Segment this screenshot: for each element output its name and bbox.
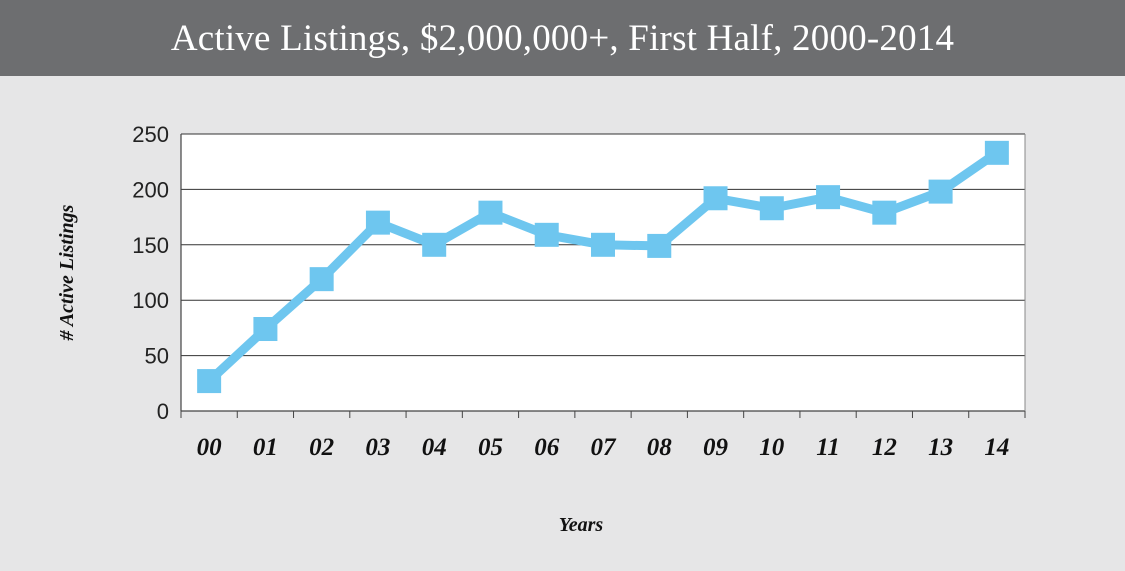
x-tick-label: 05	[478, 434, 503, 461]
x-tick-label: 14	[984, 434, 1009, 461]
chart-title: Active Listings, $2,000,000+, First Half…	[170, 17, 955, 59]
y-tick-label: 150	[132, 233, 169, 258]
x-tick-label: 13	[928, 434, 953, 461]
x-tick-label: 00	[197, 434, 223, 461]
x-tick-label: 01	[253, 434, 278, 461]
axes	[180, 134, 1026, 412]
data-point-marker	[816, 185, 841, 210]
data-point-marker	[422, 232, 447, 257]
y-tick-label: 250	[132, 122, 169, 147]
x-axis-label: Years	[559, 514, 604, 536]
data-point-marker	[759, 196, 784, 221]
data-point-marker	[197, 369, 222, 394]
y-axis-ticks: 0 50 100 150 200 250	[132, 122, 169, 424]
data-point-marker	[478, 200, 503, 225]
x-tick-label: 03	[365, 434, 390, 461]
y-tick-label: 50	[145, 344, 169, 369]
data-point-marker	[534, 222, 559, 247]
x-tick-label: 02	[309, 434, 334, 461]
y-axis-label: # Active Listings	[56, 204, 78, 341]
data-point-marker	[984, 140, 1009, 165]
data-point-marker	[253, 317, 278, 342]
y-tick-label: 100	[132, 288, 169, 313]
x-tick-label: 11	[816, 434, 840, 461]
data-point-marker	[928, 179, 953, 204]
plot-area	[181, 134, 1025, 411]
series-layer	[197, 140, 1009, 394]
data-point-marker	[309, 267, 334, 292]
chart-title-bar: Active Listings, $2,000,000+, First Half…	[0, 0, 1125, 76]
y-tick-label: 200	[132, 177, 169, 202]
x-tick-label: 12	[872, 434, 897, 461]
data-point-marker	[703, 186, 728, 211]
data-point-marker	[647, 233, 672, 258]
x-tick-label: 08	[647, 434, 673, 461]
x-tick-label: 07	[591, 434, 618, 461]
x-tick-label: 04	[422, 434, 447, 461]
data-point-marker	[591, 232, 615, 257]
x-tick-label: 10	[759, 434, 785, 461]
data-point-marker	[365, 210, 390, 235]
x-axis-ticks: 00 01 02 03 04 05 06 07 08 09 10 11 12 13 14	[180, 411, 1026, 461]
y-tick-label: 0	[157, 399, 169, 424]
x-tick-label: 09	[703, 434, 729, 461]
x-tick-label: 06	[534, 434, 560, 461]
data-point-marker	[872, 200, 897, 225]
